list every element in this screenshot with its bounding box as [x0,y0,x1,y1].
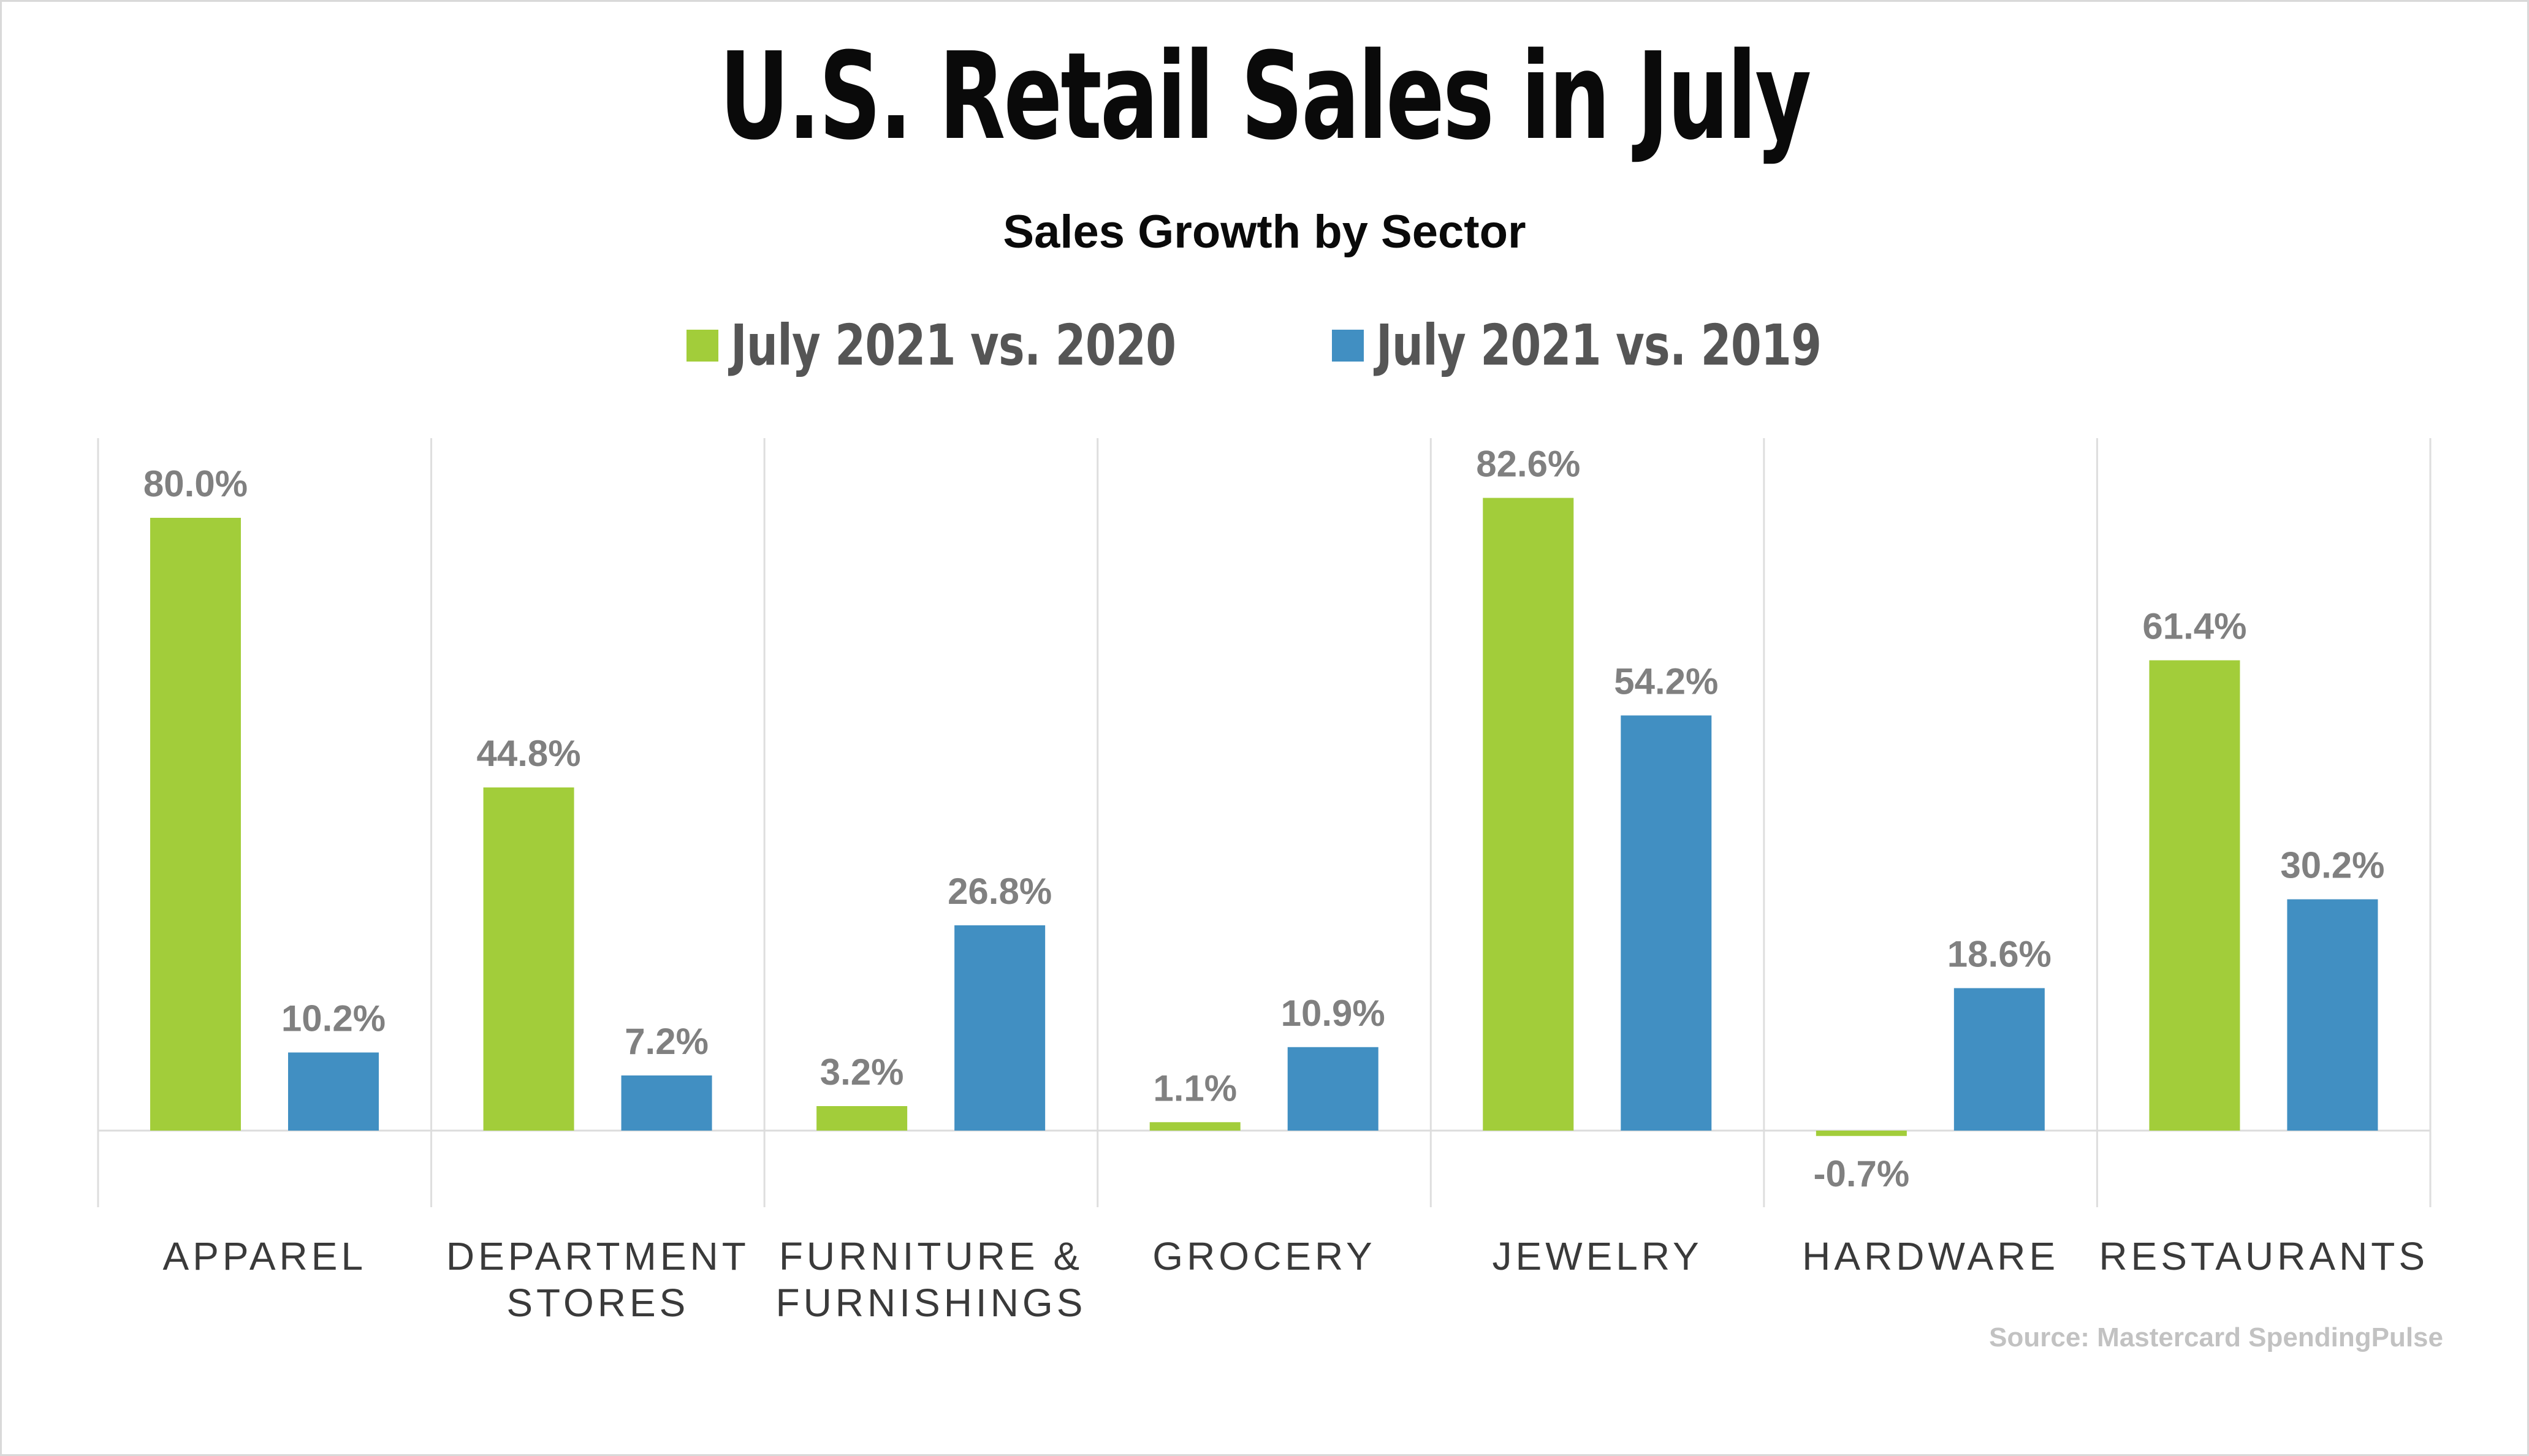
bar-s2-2 [621,1075,712,1131]
category-label: APPAREL [163,1234,367,1278]
bar-s2-4 [1287,1047,1379,1131]
data-label: 1.1% [1153,1067,1237,1109]
bar-s2-3 [954,925,1046,1131]
bar-s1-6 [1816,1131,1907,1136]
bar-s2-5 [1621,715,1712,1131]
category-label: JEWELRY [1493,1234,1703,1278]
legend: July 2021 vs. 2020 July 2021 vs. 2019 [0,313,2529,378]
data-label: 80.0% [143,463,248,504]
data-label: 3.2% [820,1052,904,1093]
data-label: 10.2% [281,998,386,1039]
category-label: DEPARTMENT [446,1234,750,1278]
bar-s1-7 [2149,660,2240,1131]
category-label: STORES [506,1281,689,1325]
legend-item-2019: July 2021 vs. 2019 [1332,313,1843,378]
data-label: 30.2% [2280,845,2384,886]
bar-s2-1 [288,1052,379,1131]
bar-s1-2 [483,787,574,1131]
bar-s1-4 [1149,1122,1241,1131]
category-label: FURNISHINGS [775,1281,1086,1325]
data-label: 54.2% [1614,661,1718,702]
data-label: 26.8% [948,871,1052,912]
bar-s2-7 [2287,899,2378,1131]
bar-s2-6 [1953,988,2045,1131]
category-label: GROCERY [1152,1234,1375,1278]
legend-label-2020: July 2021 vs. 2020 [730,313,1176,378]
legend-swatch-2019 [1332,329,1364,362]
bar-s1-1 [150,518,241,1131]
data-label: -0.7% [1813,1153,1909,1194]
bar-s1-5 [1483,498,1574,1131]
data-label: 10.9% [1281,993,1385,1034]
chart-subtitle: Sales Growth by Sector [1003,206,1526,258]
category-label: HARDWARE [1802,1234,2059,1278]
legend-item-2020: July 2021 vs. 2020 [686,313,1197,378]
legend-label-2019: July 2021 vs. 2019 [1376,313,1822,378]
data-label: 18.6% [1947,934,2052,975]
data-label: 82.6% [1476,444,1580,485]
bar-s1-3 [816,1106,908,1131]
data-label: 7.2% [625,1021,709,1062]
data-label: 44.8% [477,733,581,774]
category-label: RESTAURANTS [2099,1234,2428,1278]
legend-swatch-2020 [686,329,718,362]
chart-title: U.S. Retail Sales in July [719,27,1812,167]
data-label: 61.4% [2142,606,2246,647]
source-note: Source: Mastercard SpendingPulse [1989,1322,2443,1352]
category-label: FURNITURE & [779,1234,1083,1278]
